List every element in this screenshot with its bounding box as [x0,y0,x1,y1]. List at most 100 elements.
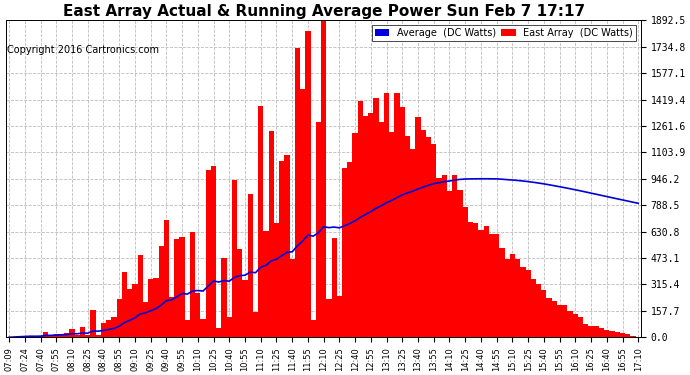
Bar [484,226,489,337]
Bar [70,329,75,337]
Bar [43,332,48,337]
Bar [264,231,268,337]
Bar [552,301,557,337]
Bar [400,106,405,337]
Bar [447,191,452,337]
Bar [583,324,589,337]
Bar [248,194,253,337]
Title: East Array Actual & Running Average Power Sun Feb 7 17:17: East Array Actual & Running Average Powe… [63,4,584,19]
Bar [353,133,357,337]
Bar [520,267,526,337]
Bar [190,232,195,337]
Bar [169,297,175,337]
Bar [175,239,179,337]
Bar [17,336,22,337]
Bar [625,334,631,337]
Bar [379,122,384,337]
Bar [567,311,573,337]
Bar [195,292,201,337]
Bar [337,296,342,337]
Bar [593,326,599,337]
Bar [96,335,101,337]
Bar [421,130,426,337]
Bar [531,279,536,337]
Bar [510,254,515,337]
Bar [185,320,190,337]
Bar [415,117,421,337]
Bar [536,284,541,337]
Bar [589,326,593,337]
Bar [122,272,127,337]
Bar [395,93,400,337]
Bar [201,319,206,337]
Bar [148,279,153,337]
Bar [221,258,226,337]
Bar [253,312,258,337]
Bar [546,298,552,337]
Bar [442,175,447,337]
Bar [489,234,494,337]
Bar [599,328,604,337]
Bar [242,280,248,337]
Bar [64,333,70,337]
Bar [384,93,389,337]
Bar [179,237,185,337]
Bar [462,207,468,337]
Bar [22,336,28,337]
Bar [211,166,216,337]
Bar [452,174,457,337]
Bar [237,249,242,337]
Bar [310,320,316,337]
Bar [268,131,274,337]
Bar [331,238,337,337]
Bar [326,299,331,337]
Bar [410,148,415,337]
Bar [295,48,300,337]
Bar [562,305,567,337]
Bar [75,334,80,337]
Bar [127,289,132,337]
Bar [321,20,326,337]
Bar [305,31,310,337]
Bar [573,315,578,337]
Bar [557,306,562,337]
Bar [80,327,85,337]
Bar [232,180,237,337]
Bar [206,170,211,337]
Bar [578,317,583,337]
Bar [48,336,54,337]
Bar [526,270,531,337]
Bar [132,284,137,337]
Bar [59,334,64,337]
Bar [290,259,295,337]
Bar [357,100,363,337]
Bar [90,310,96,337]
Bar [604,330,609,337]
Bar [274,224,279,337]
Bar [216,327,221,337]
Bar [457,190,462,337]
Bar [500,248,504,337]
Bar [54,334,59,337]
Bar [620,333,625,337]
Bar [426,137,431,337]
Bar [143,302,148,337]
Bar [494,234,500,337]
Bar [431,144,436,337]
Bar [373,98,379,337]
Bar [101,323,106,337]
Bar [85,336,90,337]
Bar [478,230,484,337]
Bar [279,161,284,337]
Bar [164,220,169,337]
Bar [468,222,473,337]
Bar [347,162,353,337]
Bar [436,178,442,337]
Bar [117,299,122,337]
Legend: Average  (DC Watts), East Array  (DC Watts): Average (DC Watts), East Array (DC Watts… [372,25,636,41]
Bar [106,320,111,337]
Bar [316,122,321,337]
Bar [615,332,620,337]
Bar [258,106,264,337]
Bar [284,155,290,337]
